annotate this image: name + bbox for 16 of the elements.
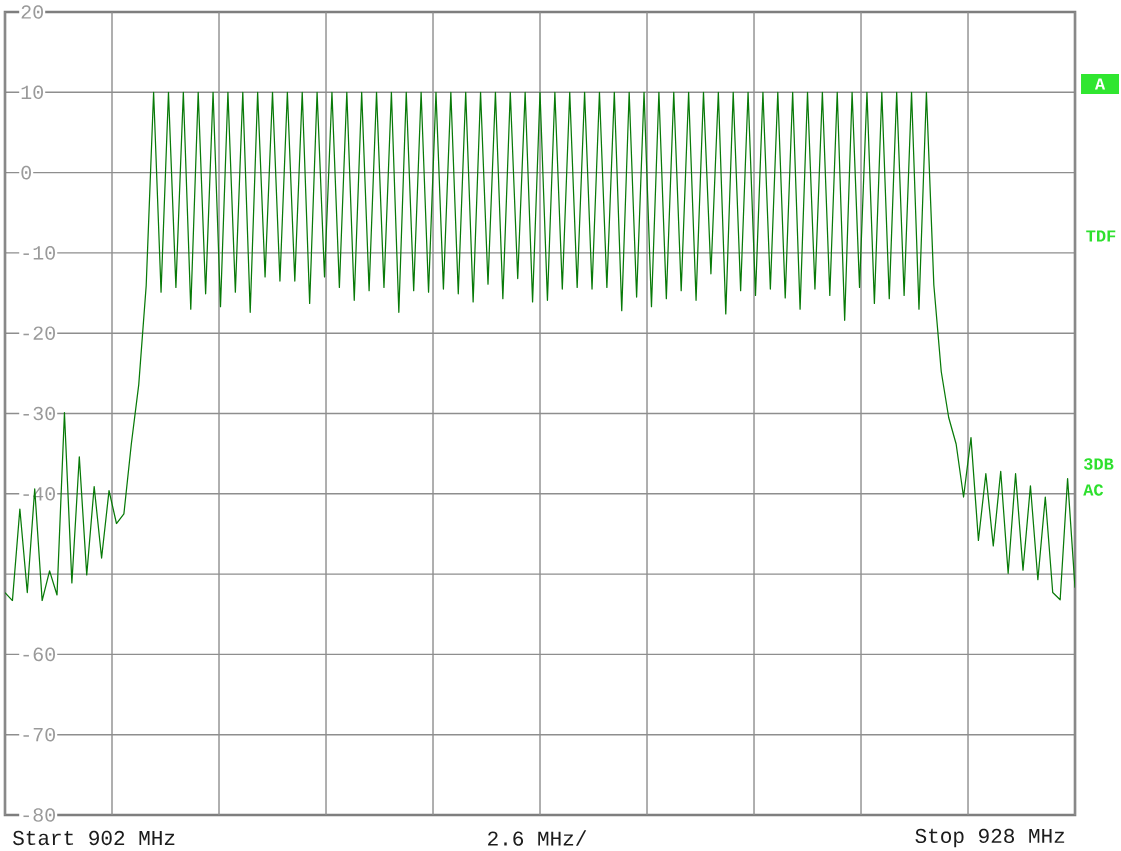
y-tick-label: 10 <box>21 85 43 100</box>
y-tick-label: -70 <box>23 727 55 742</box>
text: Stop 928 MHz <box>915 828 1065 848</box>
y-tick-label: -20 <box>23 326 55 340</box>
x-axis-title: 2.6 MHz/ <box>488 830 587 846</box>
y-tick-label: -30 <box>23 406 55 421</box>
y-tick-label: -60 <box>23 647 55 662</box>
text: 3DB <box>1083 458 1114 470</box>
y-tick-label: 20 <box>21 5 43 19</box>
y-tick-label: -80 <box>23 808 55 822</box>
y-tick-label: 0 <box>21 165 31 180</box>
text: Start 902 MHz <box>13 830 175 846</box>
text: TDF <box>1086 230 1116 242</box>
text: A <box>1094 78 1106 90</box>
text: AC <box>1083 484 1104 496</box>
y-tick-label: -10 <box>23 246 55 260</box>
